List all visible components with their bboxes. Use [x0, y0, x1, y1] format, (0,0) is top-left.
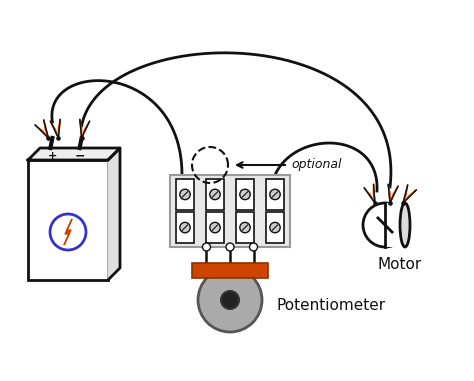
- Polygon shape: [403, 185, 408, 203]
- Circle shape: [180, 223, 190, 233]
- Polygon shape: [364, 188, 375, 203]
- Bar: [206, 179, 224, 210]
- Circle shape: [240, 223, 250, 233]
- Bar: [266, 213, 284, 243]
- Polygon shape: [28, 148, 120, 160]
- Polygon shape: [50, 121, 58, 138]
- Bar: [206, 213, 224, 243]
- Circle shape: [363, 203, 407, 247]
- Circle shape: [240, 189, 250, 200]
- Circle shape: [202, 243, 210, 251]
- Polygon shape: [390, 186, 398, 203]
- Polygon shape: [64, 219, 72, 245]
- Text: Potentiometer: Potentiometer: [277, 298, 386, 312]
- Bar: [266, 179, 284, 210]
- Text: optional: optional: [291, 157, 341, 171]
- Circle shape: [210, 223, 220, 233]
- Circle shape: [180, 189, 190, 200]
- Text: +: +: [48, 151, 57, 161]
- Bar: [385, 203, 405, 247]
- Circle shape: [198, 268, 262, 332]
- Text: −: −: [74, 149, 85, 163]
- Bar: [176, 213, 194, 243]
- Bar: [191, 263, 268, 278]
- Polygon shape: [374, 184, 375, 203]
- Circle shape: [50, 214, 86, 250]
- Circle shape: [226, 243, 234, 251]
- Bar: [176, 179, 194, 210]
- Circle shape: [270, 223, 280, 233]
- Polygon shape: [388, 184, 390, 203]
- Polygon shape: [44, 120, 48, 138]
- Ellipse shape: [400, 203, 410, 247]
- Bar: [236, 213, 254, 243]
- Circle shape: [270, 189, 280, 200]
- Circle shape: [249, 243, 257, 251]
- Polygon shape: [82, 121, 90, 138]
- Polygon shape: [80, 119, 82, 138]
- Text: Motor: Motor: [378, 257, 422, 272]
- Polygon shape: [108, 148, 120, 280]
- Bar: [170, 175, 290, 247]
- Polygon shape: [58, 119, 60, 138]
- Circle shape: [210, 189, 220, 200]
- Polygon shape: [403, 190, 416, 203]
- Circle shape: [221, 291, 239, 309]
- Polygon shape: [35, 125, 48, 138]
- Bar: [28, 160, 108, 280]
- Bar: [236, 179, 254, 210]
